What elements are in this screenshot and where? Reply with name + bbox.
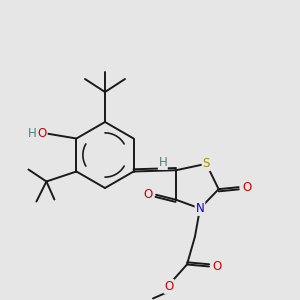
Text: N: N <box>196 202 204 215</box>
Text: O: O <box>143 188 153 201</box>
Text: O: O <box>164 280 174 293</box>
Text: H: H <box>28 127 37 140</box>
Text: S: S <box>202 157 210 170</box>
Text: O: O <box>242 181 251 194</box>
Text: O: O <box>38 127 47 140</box>
Text: H: H <box>158 156 167 170</box>
Text: O: O <box>212 260 222 273</box>
